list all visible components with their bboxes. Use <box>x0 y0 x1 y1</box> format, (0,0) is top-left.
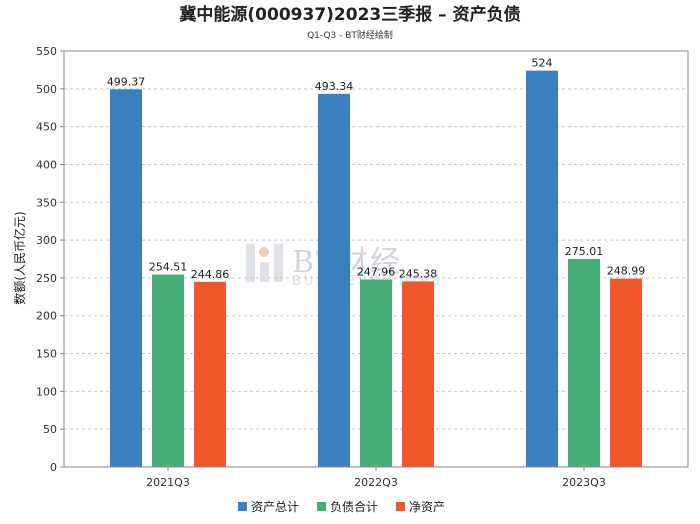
bar <box>318 93 350 467</box>
legend-label: 净资产 <box>409 500 445 514</box>
legend-item: 资产总计 <box>238 500 299 514</box>
y-tick-label: 250 <box>36 272 57 285</box>
data-label: 254.51 <box>149 260 188 273</box>
watermark-logo-icon <box>246 244 283 282</box>
bar <box>360 279 392 467</box>
data-label: 499.37 <box>107 75 146 88</box>
bar <box>402 281 434 467</box>
y-tick-label: 450 <box>36 121 57 134</box>
legend-item: 负债合计 <box>317 499 378 514</box>
y-tick-label: 50 <box>43 423 57 436</box>
y-tick-label: 150 <box>36 348 57 361</box>
x-tick-label: 2023Q3 <box>562 476 606 489</box>
y-tick-label: 550 <box>36 45 57 58</box>
y-axis-ticks: 0 50 100 150 200 250 300 350 400 450 500 550 <box>36 45 64 474</box>
legend-label: 负债合计 <box>330 499 378 514</box>
legend-swatch <box>238 502 247 511</box>
data-label: 248.99 <box>607 265 646 278</box>
y-tick-label: 0 <box>50 461 57 474</box>
y-tick-label: 350 <box>36 196 57 209</box>
bar <box>526 70 558 467</box>
data-label: 493.34 <box>315 80 354 93</box>
data-label: 247.96 <box>357 265 396 278</box>
bar <box>568 258 600 467</box>
plot-frame <box>63 50 689 468</box>
chart-subtitle: Q1-Q3 - BT财经绘制 <box>307 29 393 41</box>
data-label: 245.38 <box>399 267 438 280</box>
bar <box>194 281 226 467</box>
y-tick-label: 400 <box>36 158 57 171</box>
legend-swatch <box>317 502 326 511</box>
bars <box>110 70 642 468</box>
x-tick-label: 2022Q3 <box>354 476 398 489</box>
bar <box>110 89 142 468</box>
y-tick-label: 100 <box>36 385 57 398</box>
legend-item: 净资产 <box>396 500 445 514</box>
data-label: 244.86 <box>191 268 230 281</box>
data-label: 275.01 <box>565 245 604 258</box>
y-tick-label: 200 <box>36 310 57 323</box>
y-axis-label: 数额(人民币亿元) <box>12 211 27 304</box>
legend-swatch <box>396 502 405 511</box>
y-tick-label: 500 <box>36 83 57 96</box>
bar <box>152 274 184 467</box>
legend: 资产总计 负债合计 净资产 <box>238 499 445 514</box>
data-label: 524 <box>532 57 553 70</box>
x-tick-label: 2021Q3 <box>146 476 190 489</box>
bar <box>610 278 642 467</box>
legend-label: 资产总计 <box>251 500 299 514</box>
x-axis-ticks: 2021Q3 2022Q3 2023Q3 <box>146 467 606 489</box>
chart-title: 冀中能源(000937)2023三季报 – 资产负债 <box>179 4 520 25</box>
y-tick-label: 300 <box>36 234 57 247</box>
